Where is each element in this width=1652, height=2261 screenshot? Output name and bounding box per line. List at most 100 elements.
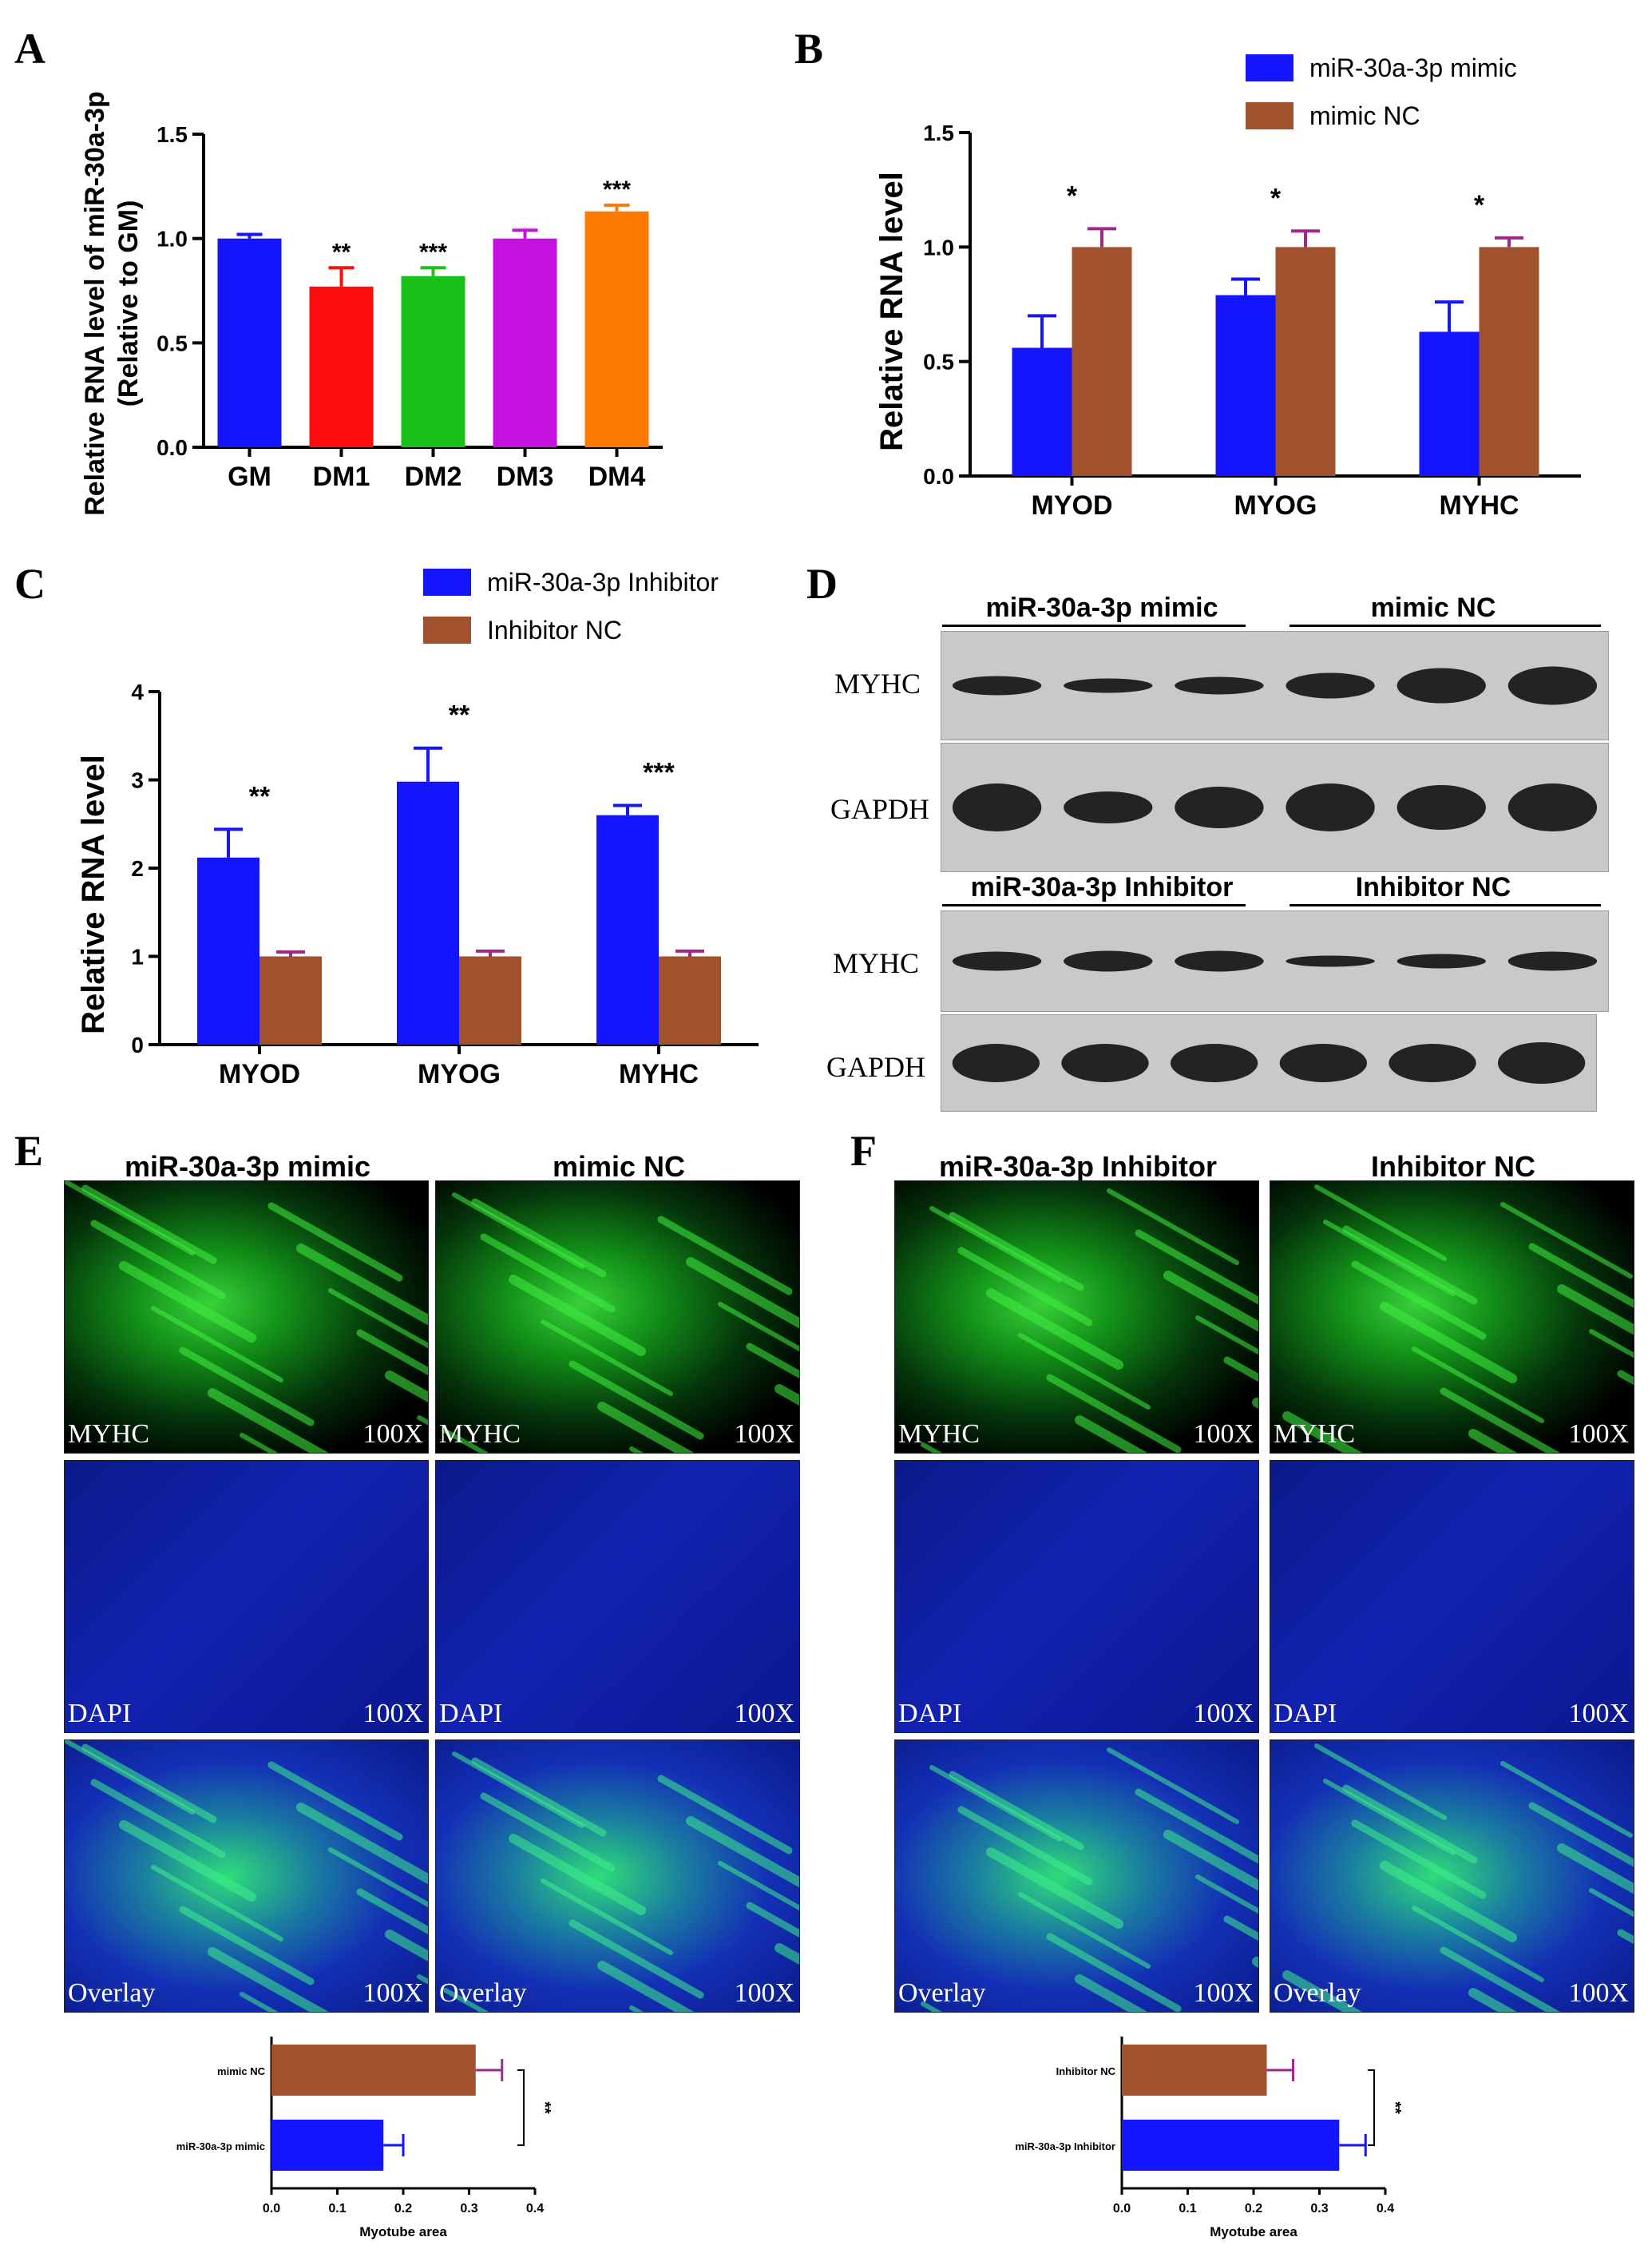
f-title-inhibitor: miR-30a-3p Inhibitor: [938, 1150, 1218, 1183]
micrograph-stain-label: Overlay: [68, 1978, 156, 2008]
blot-myhc-mimic: [941, 631, 1609, 740]
x-tick-label: 0.0: [1113, 2202, 1131, 2215]
micrograph-magnification-label: 100X: [1568, 1699, 1629, 1728]
blot-label-gapdh-1: GAPDH: [830, 793, 930, 825]
x-tick-label: 0.2: [394, 2202, 412, 2215]
significance-label: *: [1067, 180, 1078, 211]
legend-label: miR-30a-3p Inhibitor: [487, 568, 719, 597]
bar: [271, 2120, 384, 2171]
y-tick-label: 1.5: [156, 122, 188, 147]
blot-band: [1061, 1044, 1149, 1082]
micrograph-stain-label: DAPI: [1274, 1699, 1337, 1728]
chart-e: 0.0 0.1 0.2 0.3 0.4 Myotube area mimic NC miR-3…: [176, 2037, 553, 2239]
chart-a-ylabel-1: Relative RNA level of miR-30a-3p: [80, 91, 110, 516]
bar: [1072, 247, 1132, 476]
bar: [1479, 247, 1539, 476]
e-title-mimic-nc: mimic NC: [552, 1150, 686, 1183]
blot-band: [1171, 1044, 1258, 1082]
y-tick-label: 0.5: [156, 331, 188, 355]
blot-myhc-inhibitor: [941, 910, 1609, 1012]
legend-label: miR-30a-3p mimic: [1309, 54, 1517, 82]
blot-label-gapdh-2: GAPDH: [826, 1051, 926, 1083]
blot-band: [1175, 950, 1264, 972]
micrograph-magnification-label: 100X: [362, 1978, 423, 2008]
panel-letter-d: D: [806, 560, 838, 608]
myotube-streaks: [921, 1747, 1258, 2012]
bar: [459, 956, 521, 1045]
legend-swatch: [423, 617, 471, 644]
bar: [1419, 331, 1480, 476]
legend-swatch: [1246, 102, 1293, 129]
micrograph-stain-label: MYHC: [439, 1419, 521, 1449]
y-tick-label: 4: [131, 680, 144, 704]
myotube-streaks: [65, 1740, 428, 2012]
micrograph-magnification-label: 100X: [1193, 1419, 1254, 1449]
bar: [596, 815, 659, 1045]
blot-band: [1064, 791, 1153, 823]
blot-band: [952, 676, 1042, 696]
myotube-streaks: [921, 1188, 1258, 1453]
blot-band: [1064, 678, 1153, 693]
chart-f: 0.0 0.1 0.2 0.3 0.4 Myotube area Inhibitor NC m…: [1015, 2037, 1404, 2239]
micrograph-stain-label: MYHC: [1274, 1419, 1356, 1449]
blot-band: [1396, 954, 1486, 969]
bar: [271, 2045, 476, 2096]
y-tick-label: 0: [131, 1033, 144, 1057]
chart-b-ylabel: Relative RNA level: [874, 172, 909, 451]
blot-group-inhibitor: miR-30a-3p Inhibitor: [970, 872, 1234, 902]
y-tick-label: 3: [131, 768, 144, 793]
chart-b: Relative RNA level 0.0 0.5 1.0 1.5 MYOD * MYOG…: [874, 54, 1581, 521]
category-label: MYHC: [1439, 490, 1519, 521]
myotube-streaks: [1282, 1743, 1634, 2012]
myotube-streaks: [1282, 1184, 1634, 1453]
category-label: mimic NC: [217, 2065, 266, 2077]
chart-a: Relative RNA level of miR-30a-3p (Relati…: [80, 91, 663, 516]
x-tick-label: 0.2: [1245, 2202, 1262, 2215]
significance-label: **: [1386, 2101, 1404, 2114]
x-tick-label: 0.1: [1179, 2202, 1196, 2215]
micrograph-myhc: MYHC 100X: [435, 1180, 800, 1454]
micrograph-dapi: DAPI 100X: [1270, 1460, 1634, 1733]
significance-label: *: [1474, 190, 1485, 220]
panel-letter-a: A: [14, 25, 46, 73]
category-label: DM4: [588, 462, 646, 492]
blot-band: [1507, 951, 1598, 971]
bar: [1275, 247, 1336, 476]
significance-bracket: [1368, 2069, 1375, 2146]
bar: [1122, 2045, 1267, 2096]
micrograph-magnification-label: 100X: [1193, 1699, 1254, 1728]
blot-label-myhc-2: MYHC: [833, 947, 920, 979]
micrograph-stain-label: Overlay: [898, 1978, 986, 2008]
micrograph-myhc: MYHC 100X: [894, 1180, 1259, 1454]
micrograph-overlay: Overlay 100X: [1270, 1739, 1634, 2013]
micrograph-overlay: Overlay 100X: [64, 1739, 429, 2013]
micrograph-myhc: MYHC 100X: [64, 1180, 429, 1454]
x-tick-label: 0.1: [328, 2202, 346, 2215]
micrograph-dapi: DAPI 100X: [64, 1460, 429, 1733]
x-axis-label: Myotube area: [1210, 2224, 1297, 2239]
panel-letter-c: C: [14, 560, 46, 608]
category-label: MYOG: [418, 1059, 501, 1089]
micrograph-myhc: MYHC 100X: [1270, 1180, 1634, 1454]
x-tick-label: 0.4: [526, 2202, 544, 2215]
category-label: DM3: [497, 462, 554, 492]
micrograph-magnification-label: 100X: [1568, 1978, 1629, 2008]
significance-label: *: [1270, 183, 1282, 213]
y-tick-label: 0.5: [923, 350, 954, 375]
x-tick-label: 0.3: [460, 2202, 477, 2215]
bar: [259, 956, 322, 1045]
blot-band: [1389, 1044, 1476, 1082]
blot-band: [1064, 950, 1153, 972]
bar: [584, 211, 649, 447]
myotube-streaks: [65, 1181, 428, 1453]
significance-label: ***: [643, 758, 675, 788]
micrograph-magnification-label: 100X: [1193, 1978, 1254, 2008]
chart-a-ylabel-2: (Relative to GM): [113, 200, 144, 407]
e-title-mimic: miR-30a-3p mimic: [124, 1150, 371, 1183]
bar: [197, 857, 259, 1045]
blot-band: [1396, 785, 1486, 830]
legend-swatch: [1246, 54, 1293, 81]
bar: [493, 238, 557, 447]
bar: [1215, 295, 1276, 476]
panel-letter-b: B: [794, 25, 824, 73]
